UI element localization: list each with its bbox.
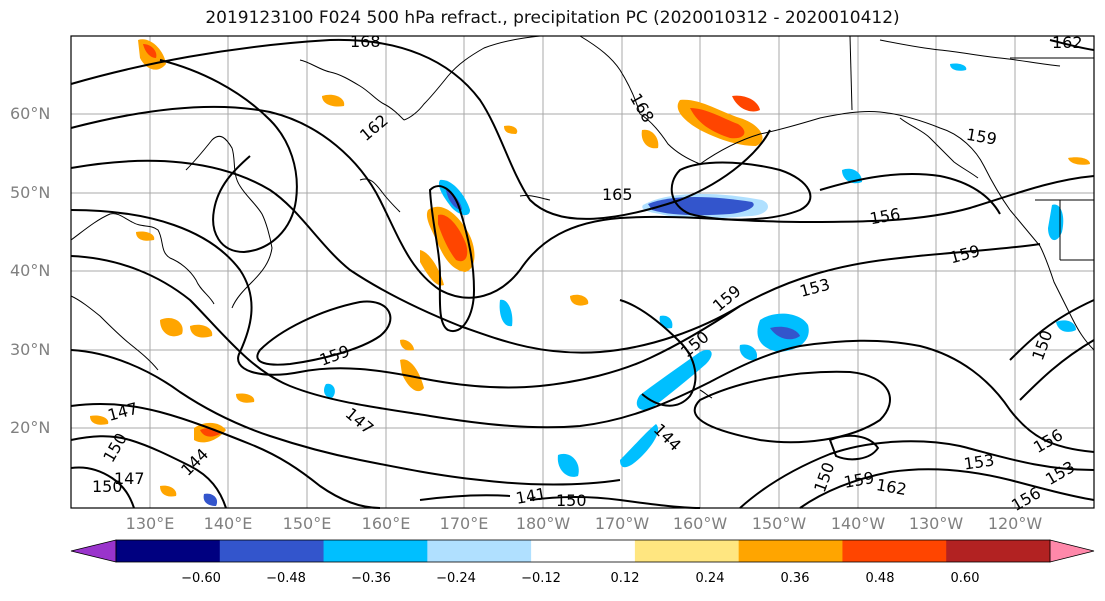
lon-label-140e: 140°E	[203, 514, 253, 533]
colorbar-tick-label: −0.48	[266, 571, 306, 586]
colorbar-cell	[323, 540, 428, 562]
contour-label: 150	[556, 491, 587, 510]
contour-label: 168	[350, 32, 381, 51]
contour-label: 162	[1052, 33, 1083, 52]
lon-label-140w: 140°W	[830, 514, 886, 533]
lon-label-160w: 160°W	[672, 514, 728, 533]
colorbar-tick-label: 0.48	[865, 571, 895, 586]
lon-label-130w: 130°W	[908, 514, 964, 533]
colorbar-cell	[531, 540, 636, 562]
colorbar-cell	[842, 540, 947, 562]
precipitation-shading	[90, 39, 1090, 506]
height-contours	[70, 38, 1095, 509]
colorbar-cell	[219, 540, 325, 562]
contour-label: 147	[114, 469, 145, 488]
lat-label-20n: 20°N	[10, 418, 51, 437]
lon-label-170w: 170°W	[594, 514, 650, 533]
colorbar-cell	[427, 540, 532, 562]
contour-label: 150	[92, 477, 123, 496]
lat-label-40n: 40°N	[10, 261, 51, 280]
colorbar-tick-label: 0.60	[950, 571, 980, 586]
lon-label-150w: 150°W	[751, 514, 807, 533]
lon-label-160e: 160°E	[361, 514, 411, 533]
colorbar-min-extension	[70, 539, 117, 563]
lon-label-170e: 170°E	[439, 514, 489, 533]
colorbar-tick-label: 0.12	[610, 571, 640, 586]
colorbar-cell	[116, 540, 221, 562]
colorbar-cell	[634, 540, 740, 562]
map-title: 2019123100 F024 500 hPa refract., precip…	[205, 8, 900, 28]
lat-label-50n: 50°N	[10, 183, 51, 202]
plot-frame	[70, 35, 1095, 509]
colorbar-tick-label: −0.24	[436, 571, 476, 586]
colorbar-frame	[115, 539, 1051, 563]
lon-label-130e: 130°E	[125, 514, 175, 533]
colorbar-tick-label: 0.36	[780, 571, 810, 586]
contour-label: 153	[963, 451, 996, 474]
graticule	[71, 36, 1094, 508]
lat-label-30n: 30°N	[10, 340, 51, 359]
colorbar-tick-label: 0.24	[695, 571, 725, 586]
colorbar-tick-label: −0.12	[521, 571, 561, 586]
lat-label-60n: 60°N	[10, 104, 51, 123]
colorbar-cells	[116, 540, 1051, 562]
contour-label: 165	[602, 185, 633, 204]
lon-label-180w: 180°W	[515, 514, 571, 533]
coastlines	[70, 35, 1095, 399]
colorbar-tick-label: −0.36	[351, 571, 391, 586]
colorbar-max-extension	[1049, 539, 1095, 563]
colorbar	[70, 539, 1095, 563]
lon-label-150e: 150°E	[282, 514, 332, 533]
lon-label-120w: 120°W	[987, 514, 1043, 533]
colorbar-cell	[738, 540, 843, 562]
colorbar-cell	[946, 540, 1051, 562]
colorbar-tick-label: −0.60	[181, 571, 221, 586]
